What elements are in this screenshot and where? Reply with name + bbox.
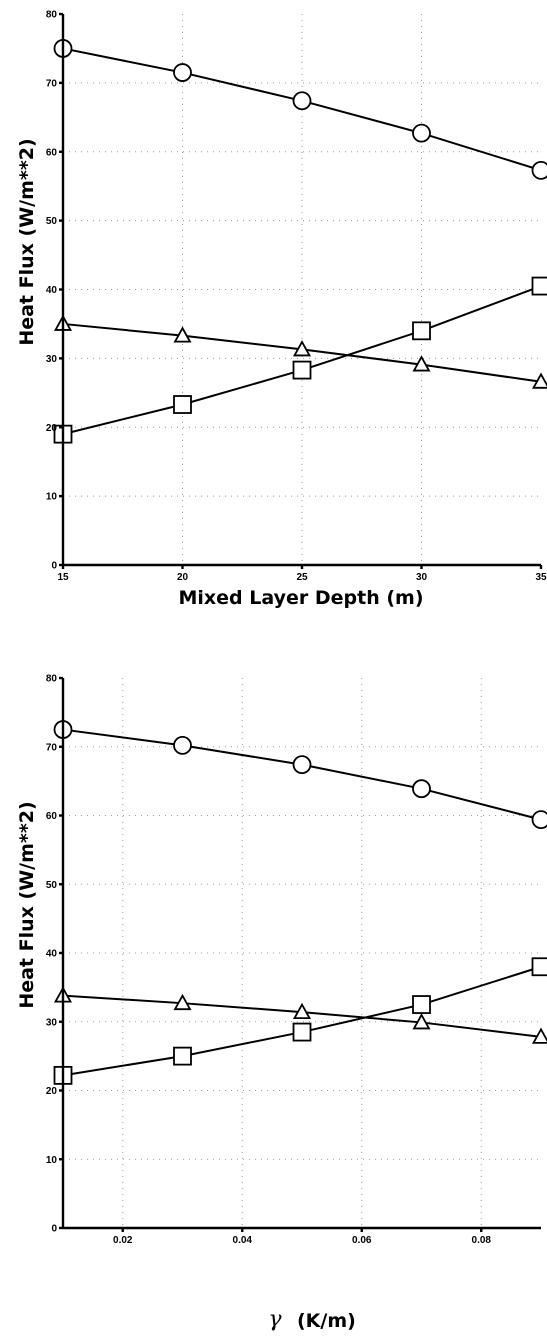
chart-mixed-layer-depth: 0 10 20 30 40 50 60 70 80 15 20 25 30 35 Heat Flux (W…	[16, 10, 547, 609]
chart-2-y-tick-label: 50	[46, 880, 58, 891]
chart-1-triangle-point	[531, 372, 547, 389]
chart-2-ticks: 0 10 20 30 40 50 60 70 80 0.02 0.04 0.06 0.08	[46, 674, 492, 1247]
chart-2-circle-point	[292, 755, 312, 775]
chart-1-square-point	[292, 360, 312, 380]
chart-2-x-tick-label: 0.02	[113, 1235, 133, 1246]
chart-2-x-axis-title: (K/m)	[297, 1310, 356, 1332]
chart-1-y-tick-label: 70	[46, 78, 58, 89]
chart-1-triangle-point	[292, 340, 312, 357]
chart-1-circle-point	[531, 160, 547, 180]
chart-2-y-tick-label: 40	[46, 949, 58, 960]
chart-2-y-tick-label: 60	[46, 811, 58, 822]
chart-2-series	[53, 720, 547, 1085]
chart-1-x-tick-label: 20	[177, 572, 189, 583]
chart-1-y-tick-label: 80	[46, 10, 58, 21]
chart-2-y-tick-label: 80	[46, 674, 58, 685]
chart-2-square-point	[412, 995, 431, 1014]
chart-1-y-tick-label: 30	[46, 354, 58, 365]
chart-1-y-tick-label: 0	[51, 561, 57, 572]
chart-1-x-tick-label: 15	[57, 572, 69, 583]
chart-1-circle-point	[292, 91, 312, 111]
chart-2-square-series-line	[62, 965, 542, 1077]
chart-1-square-point	[531, 276, 547, 296]
chart-1-square-point	[173, 395, 192, 414]
chart-2-y-tick-label: 30	[46, 1017, 58, 1028]
chart-1-y-tick-label: 40	[46, 285, 58, 296]
chart-2-x-tick-label: 0.04	[233, 1235, 253, 1246]
chart-2-circle-point	[531, 810, 547, 830]
chart-2-x-axis-symbol: γ	[268, 1307, 282, 1332]
chart-1-y-axis-title: Heat Flux (W/m**2)	[16, 138, 38, 345]
chart-1-square-point	[412, 321, 431, 341]
chart-2-circle-series-line	[62, 728, 542, 821]
chart-gamma: 0 10 20 30 40 50 60 70 80 0.02 0.04 0.06 0.08 Heat F…	[16, 674, 547, 1332]
chart-2-triangle-point	[412, 1013, 431, 1030]
chart-2-triangle-point	[173, 993, 192, 1011]
chart-2-y-tick-label: 0	[51, 1224, 57, 1235]
chart-1-x-tick-label: 30	[416, 572, 428, 583]
chart-1-y-tick-label: 10	[46, 492, 58, 503]
chart-1-x-axis-title: Mixed Layer Depth (m)	[178, 587, 423, 609]
chart-2-x-tick-label: 0.08	[472, 1235, 492, 1246]
chart-2-square-point	[531, 957, 547, 977]
chart-2-y-tick-label: 10	[46, 1155, 58, 1166]
chart-2-y-axis-title: Heat Flux (W/m**2)	[16, 801, 38, 1008]
chart-2-triangle-point	[292, 1002, 312, 1020]
chart-1-ticks: 0 10 20 30 40 50 60 70 80 15 20 25 30 35	[46, 10, 547, 584]
chart-1-y-tick-label: 60	[46, 147, 58, 158]
chart-1-triangle-point	[412, 355, 431, 372]
chart-1-triangle-point	[173, 326, 192, 343]
chart-2-triangle-point	[531, 1027, 547, 1044]
chart-2-circle-point	[412, 779, 431, 799]
chart-1-x-tick-label: 35	[535, 572, 547, 583]
chart-2-y-tick-label: 70	[46, 742, 58, 753]
chart-1-circle-point	[412, 123, 431, 143]
chart-2-circle-point	[173, 735, 192, 755]
chart-1-y-tick-label: 20	[46, 423, 58, 434]
chart-1-series	[53, 39, 547, 444]
chart-2-x-tick-label: 0.06	[352, 1235, 372, 1246]
chart-1-x-tick-label: 25	[296, 572, 308, 583]
chart-1-y-tick-label: 50	[46, 216, 58, 227]
chart-2-square-point	[292, 1022, 312, 1042]
chart-1-circle-point	[173, 63, 192, 82]
chart-2-square-point	[173, 1046, 192, 1066]
chart-2-y-tick-label: 20	[46, 1086, 58, 1097]
